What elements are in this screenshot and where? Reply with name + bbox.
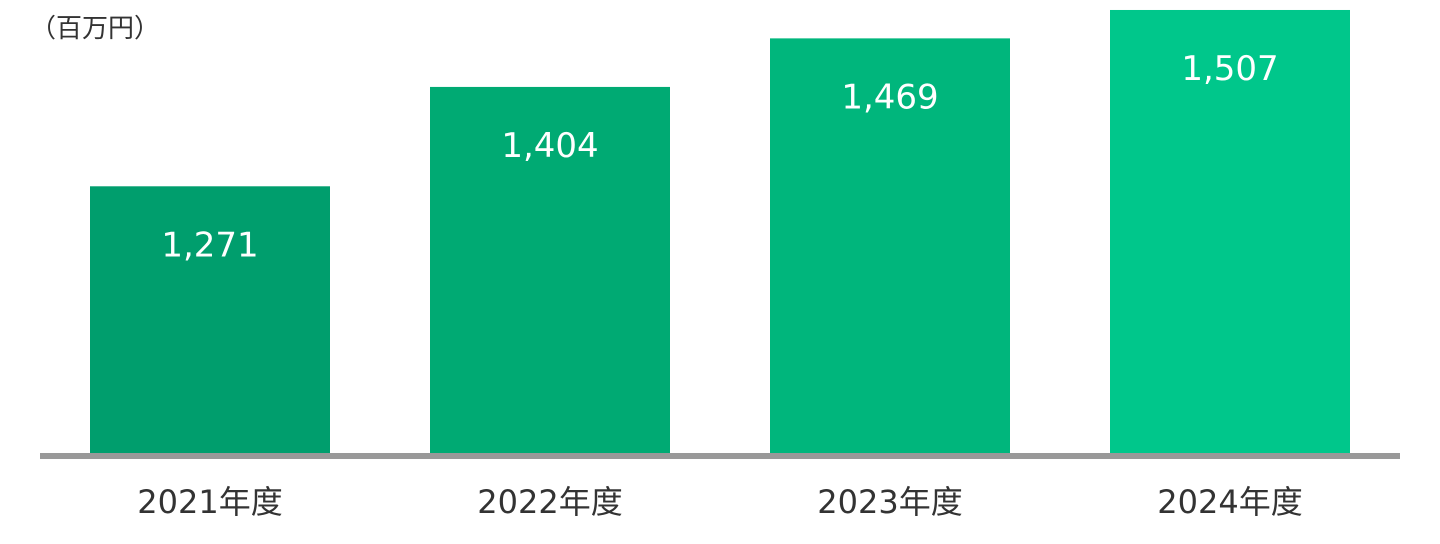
bar-value-label-4: 1,507: [1181, 49, 1278, 89]
x-tick-label-3: 2023年度: [817, 483, 962, 521]
x-tick-label-1: 2021年度: [137, 483, 282, 521]
bar-value-label-1: 1,271: [161, 225, 258, 265]
bar-value-label-2: 1,404: [501, 126, 598, 166]
x-tick-label-4: 2024年度: [1157, 483, 1302, 521]
bars-group: [90, 9, 1350, 456]
y-axis-unit-label: （百万円）: [30, 14, 160, 44]
bar-3: [770, 38, 1010, 456]
bar-2: [430, 86, 670, 456]
x-tick-label-2: 2022年度: [477, 483, 622, 521]
category-labels-group: 2021年度 2022年度 2023年度 2024年度: [137, 483, 1302, 521]
bar-4: [1110, 9, 1350, 456]
value-labels-group: 1,271 1,404 1,469 1,507: [161, 49, 1278, 265]
bar-value-label-3: 1,469: [841, 77, 938, 117]
bar-1: [90, 186, 330, 456]
